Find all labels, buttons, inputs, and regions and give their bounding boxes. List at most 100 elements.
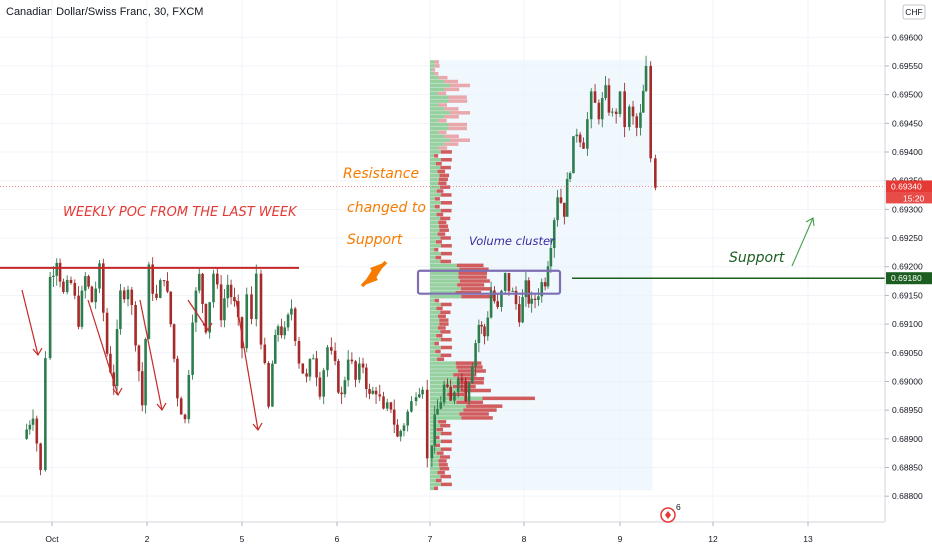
profile-bar-down: [434, 486, 438, 491]
profile-bar-down: [434, 71, 439, 76]
profile-bar-down: [456, 365, 483, 369]
candle-body: [559, 197, 563, 203]
profile-bar-down: [448, 122, 468, 127]
candle-body: [644, 65, 648, 91]
profile-bar-up: [430, 189, 437, 193]
profile-bar-down: [440, 353, 452, 358]
candle-body: [102, 263, 105, 313]
profile-bar-up: [430, 220, 439, 225]
candle-body: [607, 85, 611, 113]
profile-bar-up: [430, 326, 438, 330]
profile-bar-up: [430, 165, 441, 170]
support-up-arrow: [791, 217, 814, 267]
candle-body: [524, 280, 528, 298]
profile-bar-up: [430, 287, 461, 291]
candle-body: [568, 173, 572, 180]
candle-body: [162, 280, 166, 282]
candle-body: [578, 134, 582, 143]
profile-bar-up: [430, 255, 436, 260]
candle-body: [575, 134, 579, 137]
candle-body: [453, 392, 456, 401]
candle-body: [537, 296, 540, 301]
candle-body: [439, 402, 443, 409]
profile-bar-down: [436, 451, 444, 455]
profile-bar-down: [444, 79, 459, 84]
currency-label: CHF: [905, 7, 922, 17]
candle-body: [35, 418, 39, 444]
profile-bar-up: [430, 251, 441, 256]
profile-bar-down: [440, 259, 452, 264]
candle-body: [480, 324, 483, 327]
candle-body: [582, 142, 585, 149]
candle-body: [483, 326, 486, 337]
candle-body: [354, 361, 357, 380]
profile-bar-down: [440, 337, 452, 342]
candle-body: [378, 394, 382, 397]
profile-bar-up: [430, 349, 436, 354]
profile-bar-down: [434, 197, 440, 201]
candle-body: [641, 90, 645, 113]
candle-body: [496, 301, 499, 308]
profile-bar-down: [449, 111, 470, 115]
y-tick-label: 0.69000: [892, 376, 923, 386]
candle-body: [176, 358, 179, 399]
profile-bar-down: [460, 388, 491, 393]
profile-bar-up: [430, 341, 435, 346]
profile-bar-up: [430, 416, 462, 420]
profile-bar-up: [430, 361, 456, 365]
candle-body: [245, 294, 249, 349]
candle-body: [374, 390, 378, 395]
candle-body: [166, 280, 169, 292]
profile-bar-down: [440, 302, 452, 307]
profile-bar-down: [435, 349, 441, 354]
profile-bar-down: [435, 443, 441, 448]
profile-bar-up: [430, 486, 434, 491]
x-tick-label: 8: [522, 534, 527, 544]
profile-bar-up: [430, 232, 438, 236]
profile-bar-up: [430, 408, 464, 412]
chart-title: Canadian Dollar/Swiss Franc, 30, FXCM: [6, 6, 204, 18]
profile-bar-down: [435, 255, 442, 260]
candle-body: [337, 361, 340, 393]
candle-body: [223, 298, 226, 321]
y-tick-label: 0.68850: [892, 463, 923, 473]
x-tick-label: 12: [708, 534, 718, 544]
profile-bar-up: [430, 79, 445, 84]
countdown-tag: [886, 192, 932, 204]
x-tick-label: 2: [145, 534, 150, 544]
profile-bar-down: [439, 318, 449, 322]
profile-bar-down: [437, 470, 445, 475]
candle-body: [212, 273, 215, 303]
profile-bar-up: [430, 68, 433, 72]
currency-box: [902, 4, 926, 20]
candle-body: [361, 363, 365, 368]
candle-body: [364, 367, 368, 390]
candle-body: [635, 116, 639, 128]
candle-body: [631, 106, 635, 117]
profile-bar-up: [430, 283, 458, 287]
candles: [25, 55, 657, 476]
profile-bar-up: [430, 244, 441, 248]
profile-bar-up: [430, 212, 437, 217]
candle-body: [611, 111, 614, 113]
support-up-arrowhead: [805, 217, 815, 227]
time-axis: Oct 2 5 6 7 8 9 12 13 6: [0, 502, 885, 544]
annotation-support-label: Support: [347, 232, 403, 248]
candle-body: [474, 343, 477, 367]
candle-body: [109, 353, 112, 373]
candle-body: [271, 363, 274, 407]
profile-bar-up: [430, 310, 441, 315]
candle-body: [159, 280, 162, 298]
candle-body: [144, 339, 147, 406]
candle-body: [346, 359, 350, 381]
profile-bar-up: [430, 404, 467, 408]
profile-bar-down: [440, 439, 452, 444]
candle-body: [315, 358, 318, 378]
profile-bar-up: [430, 427, 437, 432]
annotation-resistance: Resistance: [343, 166, 419, 182]
trend-arrowhead: [156, 402, 167, 412]
profile-bar-down: [444, 114, 459, 119]
profile-bar-up: [430, 158, 441, 162]
candle-body: [618, 91, 622, 115]
